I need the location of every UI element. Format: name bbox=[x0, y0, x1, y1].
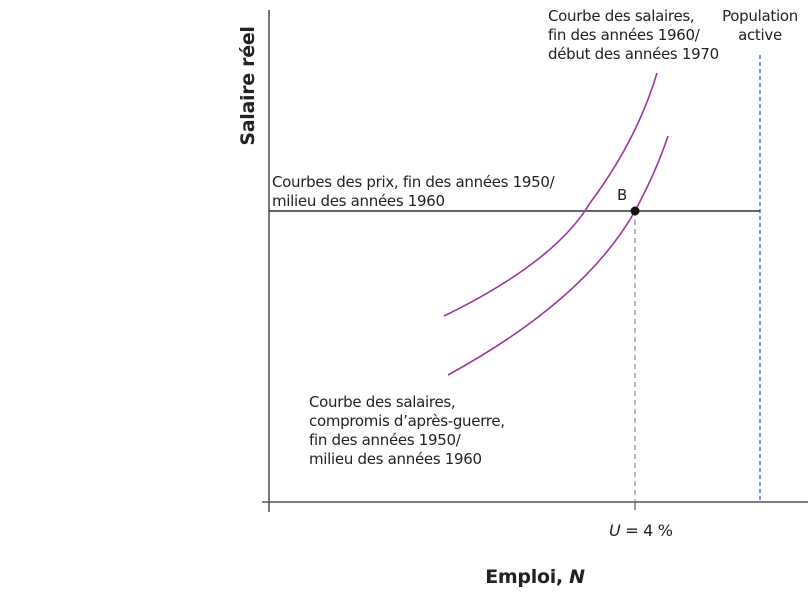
x-axis-title-text: Emploi, bbox=[485, 566, 570, 588]
wage-curve-postwar-label: Courbe des salaires, compromis d’après-g… bbox=[309, 393, 505, 469]
wage-curve-postwar-line1: Courbe des salaires, bbox=[309, 393, 456, 411]
wage-curve-late-60s-line1: Courbe des salaires, bbox=[548, 7, 695, 25]
price-curve-line2: milieu des années 1960 bbox=[272, 192, 445, 210]
u-variable: U bbox=[609, 521, 621, 540]
wage-curve-late-60s-label: Courbe des salaires, fin des années 1960… bbox=[548, 7, 719, 64]
wage-curve-postwar-line2: compromis d’après-guerre, bbox=[309, 412, 505, 430]
x-axis-variable: N bbox=[569, 566, 585, 588]
population-active-line1: Population bbox=[722, 7, 798, 25]
x-axis-title: Emploi, N bbox=[485, 566, 585, 588]
y-axis-title: Salaire réel bbox=[237, 26, 259, 146]
wage-curve-postwar bbox=[447, 135, 669, 376]
u-tick-label: U = 4 % bbox=[609, 521, 673, 540]
wage-curve-late-60s-line3: début des années 1970 bbox=[548, 45, 719, 63]
point-b-label: B bbox=[617, 186, 627, 204]
population-active-label: Population active bbox=[718, 7, 802, 45]
wage-curve-postwar-line4: milieu des années 1960 bbox=[309, 450, 482, 468]
price-curve-line1: Courbes des prix, fin des années 1950/ bbox=[272, 173, 555, 191]
wage-curve-postwar-line3: fin des années 1950/ bbox=[309, 431, 461, 449]
price-curve-label: Courbes des prix, fin des années 1950/ m… bbox=[272, 173, 555, 211]
wage-curve-late-60s bbox=[443, 72, 658, 317]
u-value: = 4 % bbox=[620, 521, 673, 540]
wage-curve-late-60s-line2: fin des années 1960/ bbox=[548, 26, 700, 44]
population-active-line2: active bbox=[738, 26, 782, 44]
point-b-marker bbox=[630, 206, 640, 216]
